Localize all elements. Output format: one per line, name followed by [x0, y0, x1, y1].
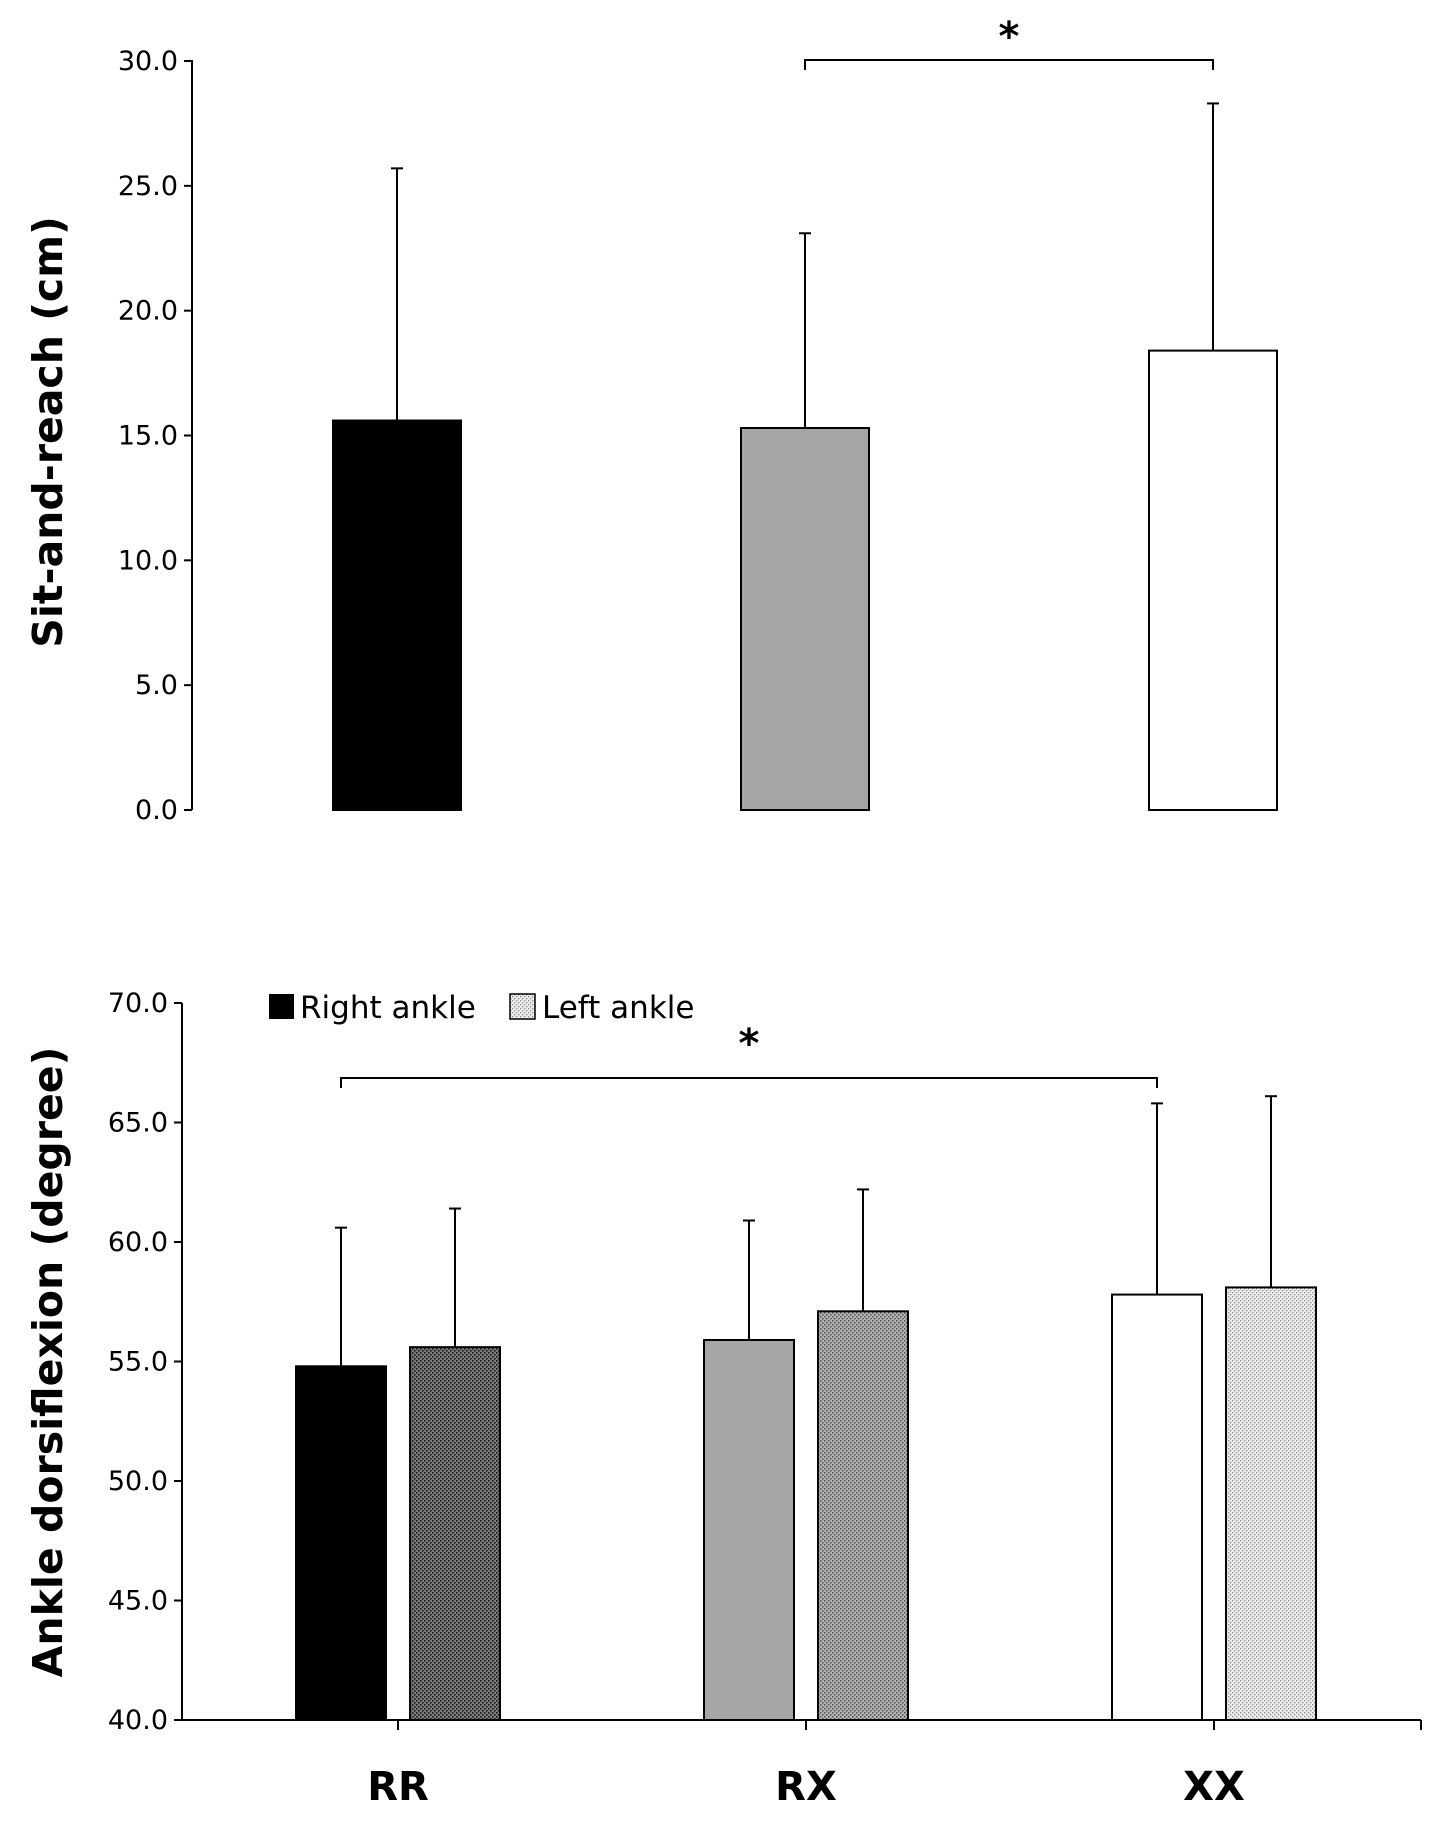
- y-tick-label: 50.0: [108, 1466, 168, 1497]
- axes: 40.0 45.0 50.0 55.0 60.0 65.0 70.0: [108, 988, 1422, 1736]
- category-label-xx: XX: [1183, 1764, 1245, 1810]
- bar-xx: [1148, 349, 1278, 811]
- y-tick-label: 60.0: [108, 1227, 168, 1258]
- legend: Right ankle Left ankle: [269, 990, 694, 1026]
- y-tick-label: 40.0: [108, 1705, 168, 1736]
- bar-rr-left-ankle: [409, 1346, 501, 1722]
- significance-bracket: *: [340, 1021, 1158, 1088]
- axes: 0.0 5.0 10.0 15.0 20.0 25.0 30.0: [118, 46, 193, 826]
- y-tick-label: 45.0: [108, 1586, 168, 1617]
- y-tick-label: 15.0: [118, 421, 178, 452]
- legend-swatch-right-ankle: [269, 994, 294, 1019]
- legend-label-left-ankle: Left ankle: [542, 990, 694, 1026]
- category-label-rx: RX: [775, 1764, 837, 1810]
- significance-line: [804, 59, 1214, 70]
- y-tick-label: 30.0: [118, 46, 178, 77]
- bar-rr: [332, 419, 462, 811]
- legend-label-right-ankle: Right ankle: [300, 990, 476, 1026]
- y-tick-label: 55.0: [108, 1347, 168, 1378]
- ankle-dorsiflexion-chart: Ankle dorsiflexion (degree) Right ankle …: [24, 988, 1422, 1810]
- significance-bracket: *: [804, 14, 1214, 70]
- bar-rx-left-ankle: [817, 1310, 909, 1722]
- bar-xx-left-ankle: [1225, 1286, 1317, 1722]
- sit-and-reach-chart: Sit-and-reach (cm) 0.0 5.0 10.0 15.0 20.0 25.…: [24, 14, 1278, 826]
- y-tick-label: 65.0: [108, 1108, 168, 1139]
- bar-rx-right-ankle: [703, 1338, 795, 1721]
- bar-xx-right-ankle: [1111, 1293, 1203, 1721]
- y-axis-title: Ankle dorsiflexion (degree): [24, 1047, 72, 1678]
- significance-line: [340, 1077, 1158, 1088]
- significance-star: *: [739, 1021, 760, 1067]
- significance-star: *: [999, 14, 1020, 60]
- y-axis-title: Sit-and-reach (cm): [24, 216, 72, 647]
- y-tick-label: 25.0: [118, 171, 178, 202]
- y-tick-label: 5.0: [135, 670, 178, 701]
- category-label-rr: RR: [367, 1764, 429, 1810]
- category-labels: RR RX XX: [367, 1764, 1245, 1810]
- y-tick-label: 0.0: [135, 795, 178, 826]
- bar-rr-right-ankle: [295, 1365, 387, 1722]
- bars: [295, 1095, 1317, 1722]
- bar-rx: [740, 427, 870, 811]
- y-tick-label: 70.0: [108, 988, 168, 1019]
- bars: [332, 102, 1278, 811]
- legend-swatch-left-ankle: [509, 993, 536, 1020]
- y-tick-label: 20.0: [118, 296, 178, 327]
- y-tick-label: 10.0: [118, 545, 178, 576]
